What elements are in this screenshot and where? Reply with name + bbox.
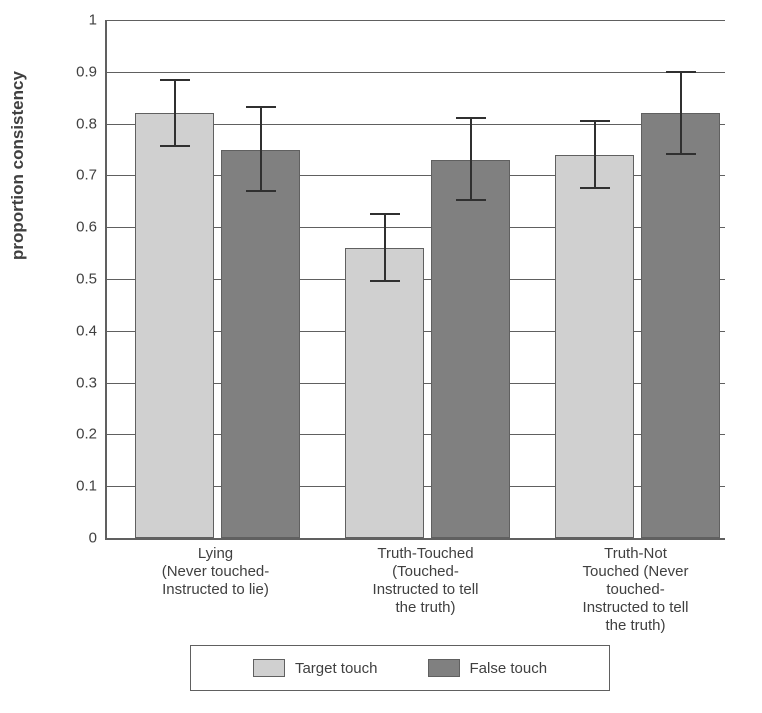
error-bar [680,72,682,155]
bars-layer [107,20,725,538]
x-category-label: Truth-NotTouched (Nevertouched-Instructe… [528,545,743,635]
x-category-label: Truth-Touched(Touched-Instructed to tell… [318,545,533,617]
error-cap [456,117,486,119]
x-category-label-line: Instructed to tell [528,599,743,617]
error-cap [580,120,610,122]
y-tick-label: 0.9 [55,63,97,80]
error-cap [160,145,190,147]
error-cap [666,153,696,155]
y-tick-label: 0.8 [55,115,97,132]
x-category-label-line: Truth-Not [528,545,743,563]
x-category-label-line: (Never touched- [108,563,323,581]
legend: Target touch False touch [190,645,610,691]
y-axis-label: proportion consistency [8,71,28,260]
x-category-label: Lying(Never touched-Instructed to lie) [108,545,323,599]
plot-area [105,20,725,540]
bar-group [431,20,510,538]
bar-group [221,20,300,538]
y-tick-label: 0.3 [55,374,97,391]
x-category-label-line: Instructed to lie) [108,581,323,599]
x-category-label-line: the truth) [318,599,533,617]
error-cap [246,190,276,192]
legend-swatch-1 [253,659,285,677]
y-tick-label: 0 [55,530,97,547]
error-cap [160,79,190,81]
x-category-label-line: Instructed to tell [318,581,533,599]
error-cap [456,199,486,201]
y-tick-label: 1 [55,12,97,29]
error-bar [384,214,386,281]
error-bar [260,107,262,192]
error-bar [470,118,472,201]
legend-item-target-touch: Target touch [253,659,378,677]
legend-label-1: Target touch [295,660,378,677]
bar-group [641,20,720,538]
error-cap [370,280,400,282]
x-category-label-line: (Touched- [318,563,533,581]
bar-group [135,20,214,538]
error-cap [370,213,400,215]
error-bar [174,80,176,147]
y-tick-label: 0.5 [55,271,97,288]
legend-item-false-touch: False touch [428,659,548,677]
bar-group [345,20,424,538]
legend-swatch-2 [428,659,460,677]
error-cap [246,106,276,108]
chart-container: proportion consistency 0 0.1 0.2 0.3 0.4 0.5 0… [0,0,762,713]
legend-label-2: False touch [470,660,548,677]
error-cap [666,71,696,73]
bar-group [555,20,634,538]
x-category-label-line: Lying [108,545,323,563]
x-category-label-line: Touched (Never [528,563,743,581]
x-category-label-line: Truth-Touched [318,545,533,563]
y-tick-label: 0.4 [55,322,97,339]
y-tick-label: 0.6 [55,219,97,236]
y-tick-label: 0.2 [55,426,97,443]
error-bar [594,121,596,189]
error-cap [580,187,610,189]
x-category-label-line: the truth) [528,617,743,635]
x-category-label-line: touched- [528,581,743,599]
y-tick-label: 0.1 [55,478,97,495]
y-tick-label: 0.7 [55,167,97,184]
